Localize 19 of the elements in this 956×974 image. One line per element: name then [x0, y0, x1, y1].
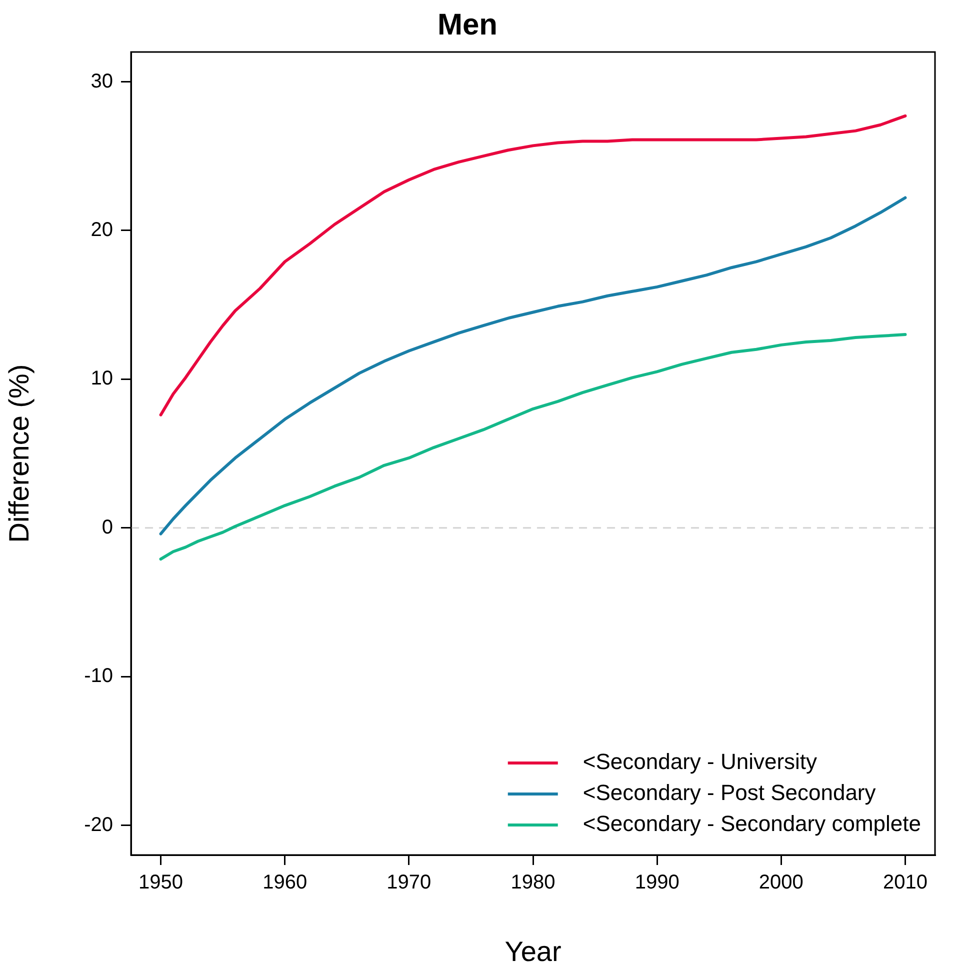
legend-label: <Secondary - Post Secondary [582, 780, 876, 806]
legend-label: <Secondary - Secondary complete [582, 811, 922, 836]
x-tick-label: 1960 [262, 872, 308, 894]
chart-title: Men [438, 8, 498, 42]
y-tick-label: -10 [84, 665, 113, 688]
x-tick-label: 1950 [138, 872, 184, 894]
y-tick-label: 20 [90, 218, 113, 241]
x-tick-label: 1970 [386, 872, 432, 894]
x-tick-label: 2010 [882, 872, 928, 894]
y-tick-label: 10 [90, 368, 113, 390]
x-axis-title: Year [504, 936, 562, 967]
y-tick-label: 30 [90, 70, 113, 92]
x-tick-label: 1980 [510, 872, 556, 894]
x-tick-label: 1990 [634, 872, 680, 894]
y-axis-title: Difference (%) [4, 364, 35, 543]
legend-label: <Secondary - University [582, 749, 818, 774]
y-tick-label: -20 [84, 814, 113, 836]
y-tick-label: 0 [102, 516, 113, 538]
x-tick-label: 2000 [758, 872, 804, 894]
